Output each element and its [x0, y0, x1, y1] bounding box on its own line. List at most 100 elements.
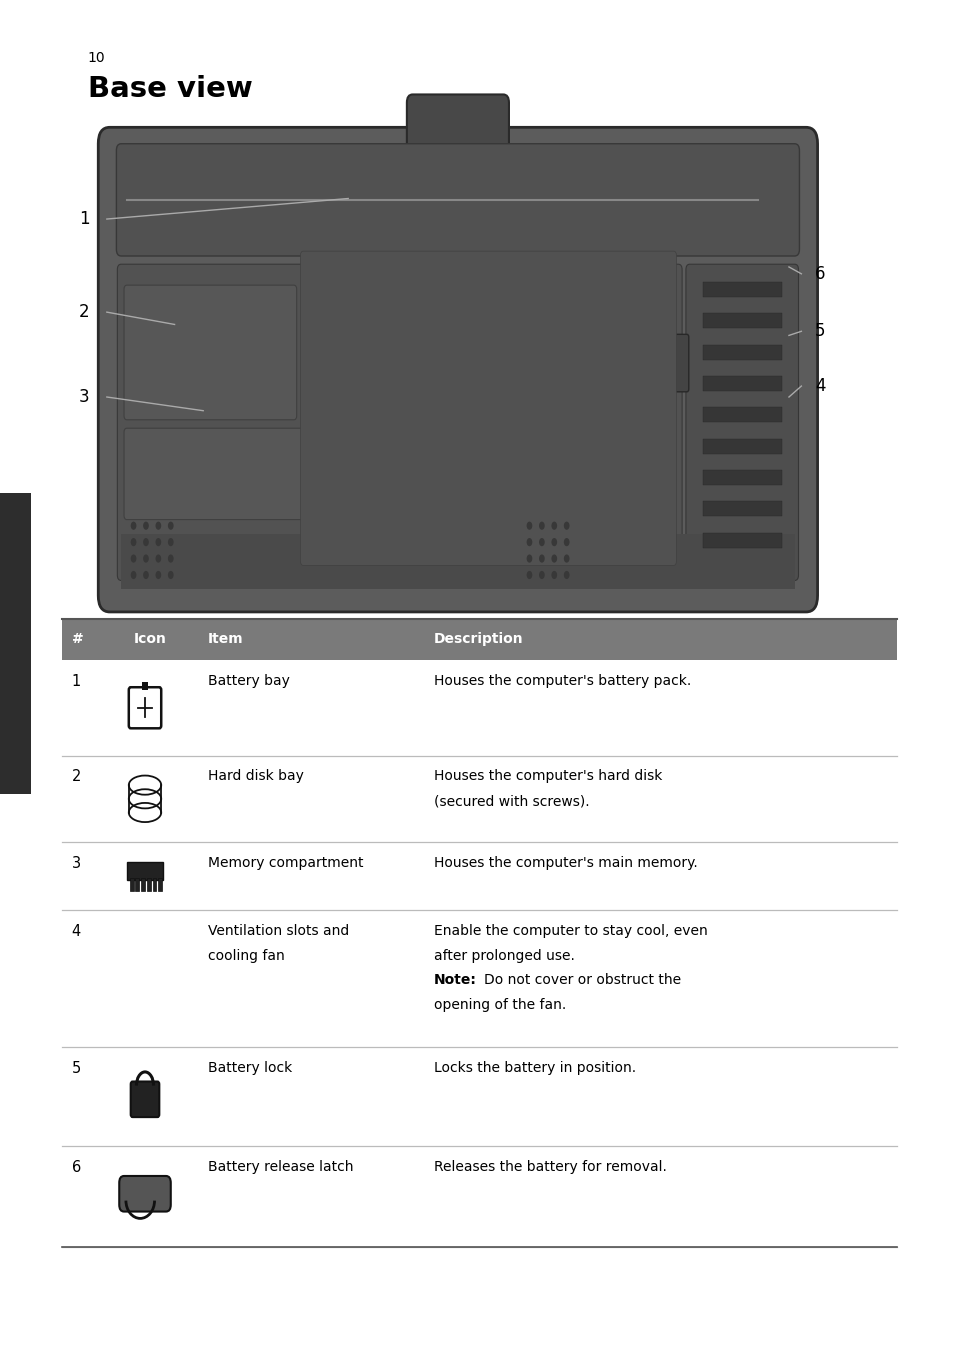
Text: Battery bay: Battery bay	[208, 674, 290, 687]
Bar	[702, 345, 781, 360]
Text: cooling fan: cooling fan	[208, 949, 284, 962]
Bar	[702, 533, 781, 548]
Bar	[62, 619, 896, 660]
Text: English: English	[9, 619, 22, 668]
Bar	[702, 376, 781, 392]
Text: Houses the computer's hard disk: Houses the computer's hard disk	[434, 769, 661, 783]
Bar	[147, 879, 151, 891]
Circle shape	[538, 522, 544, 530]
Circle shape	[131, 571, 136, 579]
Circle shape	[168, 538, 173, 546]
Circle shape	[143, 538, 149, 546]
Text: 4: 4	[814, 376, 825, 396]
Text: 1: 1	[78, 209, 90, 229]
Circle shape	[131, 554, 136, 563]
Bar	[702, 408, 781, 422]
Text: Enable the computer to stay cool, even: Enable the computer to stay cool, even	[434, 924, 707, 938]
Circle shape	[551, 522, 557, 530]
Text: after prolonged use.: after prolonged use.	[434, 949, 575, 962]
Bar	[152, 879, 156, 891]
Circle shape	[131, 522, 136, 530]
FancyBboxPatch shape	[119, 1176, 171, 1212]
Circle shape	[131, 538, 136, 546]
Circle shape	[563, 554, 569, 563]
Text: Base view: Base view	[88, 75, 253, 103]
Text: 1: 1	[71, 674, 81, 689]
Circle shape	[143, 554, 149, 563]
Bar	[127, 862, 163, 880]
Bar	[135, 879, 139, 891]
Bar	[142, 682, 148, 690]
Circle shape	[143, 522, 149, 530]
FancyBboxPatch shape	[406, 94, 508, 163]
Circle shape	[526, 554, 532, 563]
Bar	[121, 534, 794, 589]
Bar	[702, 438, 781, 453]
Text: Houses the computer's main memory.: Houses the computer's main memory.	[434, 856, 697, 869]
Bar	[158, 879, 162, 891]
FancyBboxPatch shape	[124, 428, 354, 520]
Circle shape	[526, 522, 532, 530]
Circle shape	[168, 571, 173, 579]
Text: Locks the battery in position.: Locks the battery in position.	[434, 1061, 636, 1075]
FancyBboxPatch shape	[116, 144, 799, 256]
Text: Note:: Note:	[434, 973, 476, 987]
Circle shape	[168, 554, 173, 563]
Bar	[130, 879, 133, 891]
Text: 5: 5	[71, 1061, 81, 1076]
Text: Description: Description	[434, 632, 523, 646]
Text: Releases the battery for removal.: Releases the battery for removal.	[434, 1160, 666, 1173]
Text: opening of the fan.: opening of the fan.	[434, 998, 566, 1012]
Text: Ventilation slots and: Ventilation slots and	[208, 924, 349, 938]
Text: Houses the computer's battery pack.: Houses the computer's battery pack.	[434, 674, 691, 687]
Text: 6: 6	[71, 1160, 81, 1175]
Text: 2: 2	[71, 769, 81, 784]
Bar	[702, 470, 781, 485]
Circle shape	[155, 554, 161, 563]
Text: 5: 5	[814, 322, 825, 341]
Circle shape	[538, 571, 544, 579]
Circle shape	[551, 571, 557, 579]
Circle shape	[551, 554, 557, 563]
FancyBboxPatch shape	[98, 127, 817, 612]
Bar	[702, 501, 781, 516]
Text: Hard disk bay: Hard disk bay	[208, 769, 303, 783]
Text: Memory compartment: Memory compartment	[208, 856, 363, 869]
Circle shape	[143, 571, 149, 579]
Text: 10: 10	[88, 51, 105, 64]
FancyBboxPatch shape	[124, 285, 296, 420]
Text: Item: Item	[208, 632, 243, 646]
Text: #: #	[71, 632, 83, 646]
Bar	[0, 493, 30, 794]
Bar	[141, 879, 145, 891]
FancyBboxPatch shape	[663, 334, 688, 392]
Text: (secured with screws).: (secured with screws).	[434, 794, 589, 808]
FancyBboxPatch shape	[300, 251, 676, 565]
Circle shape	[155, 571, 161, 579]
FancyBboxPatch shape	[117, 264, 681, 580]
Circle shape	[526, 538, 532, 546]
Text: 2: 2	[78, 303, 90, 322]
Text: 3: 3	[78, 387, 90, 407]
Circle shape	[563, 571, 569, 579]
Text: Battery release latch: Battery release latch	[208, 1160, 354, 1173]
Text: 6: 6	[814, 264, 825, 283]
Bar	[702, 314, 781, 329]
FancyBboxPatch shape	[131, 1082, 159, 1117]
Circle shape	[551, 538, 557, 546]
Bar	[702, 282, 781, 297]
Circle shape	[563, 522, 569, 530]
Text: 4: 4	[71, 924, 81, 939]
Circle shape	[526, 571, 532, 579]
Circle shape	[155, 522, 161, 530]
Text: 3: 3	[71, 856, 81, 871]
FancyBboxPatch shape	[685, 264, 798, 580]
Text: Do not cover or obstruct the: Do not cover or obstruct the	[483, 973, 680, 987]
Circle shape	[538, 554, 544, 563]
Circle shape	[563, 538, 569, 546]
Text: Icon: Icon	[133, 632, 166, 646]
Circle shape	[168, 522, 173, 530]
Circle shape	[538, 538, 544, 546]
Text: Battery lock: Battery lock	[208, 1061, 292, 1075]
Circle shape	[155, 538, 161, 546]
